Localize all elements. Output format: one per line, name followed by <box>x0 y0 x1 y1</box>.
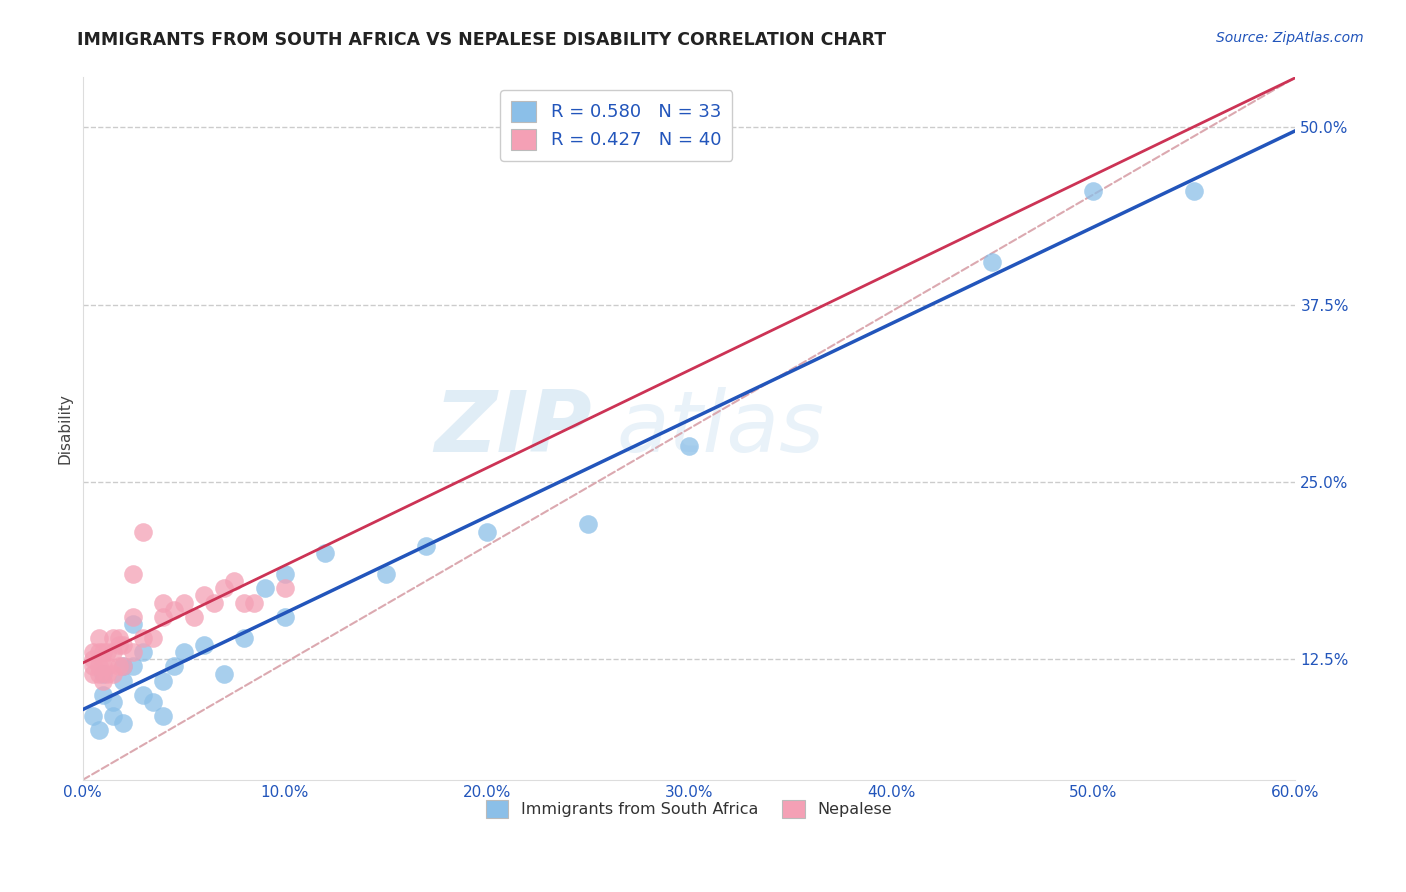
Point <box>82 666 104 681</box>
Point <box>82 652 104 666</box>
Text: atlas: atlas <box>616 387 824 470</box>
Text: Source: ZipAtlas.com: Source: ZipAtlas.com <box>1216 31 1364 45</box>
Point <box>101 631 124 645</box>
Point <box>374 567 396 582</box>
Point <box>224 574 246 589</box>
Point <box>132 631 155 645</box>
Point <box>108 638 131 652</box>
Point <box>82 645 104 659</box>
Point <box>233 596 256 610</box>
Point <box>82 659 104 673</box>
Point <box>87 645 110 659</box>
Point <box>152 673 174 688</box>
Point <box>183 609 205 624</box>
Point <box>415 539 437 553</box>
Point <box>162 602 184 616</box>
Point <box>91 673 114 688</box>
Point <box>122 645 145 659</box>
Point <box>152 596 174 610</box>
Point <box>82 709 104 723</box>
Point <box>112 659 135 673</box>
Point <box>96 666 118 681</box>
Point <box>193 638 215 652</box>
Point <box>122 616 145 631</box>
Y-axis label: Disability: Disability <box>58 393 72 464</box>
Point <box>193 589 215 603</box>
Point <box>678 439 700 453</box>
Point <box>87 631 110 645</box>
Point <box>132 688 155 702</box>
Point <box>202 596 225 610</box>
Point <box>152 609 174 624</box>
Point <box>274 609 297 624</box>
Point <box>101 666 124 681</box>
Point <box>152 709 174 723</box>
Point <box>173 645 195 659</box>
Point <box>243 596 266 610</box>
Point <box>101 695 124 709</box>
Point <box>122 567 145 582</box>
Point <box>108 659 131 673</box>
Point <box>87 666 110 681</box>
Point <box>112 716 135 731</box>
Point <box>112 659 135 673</box>
Point <box>253 582 276 596</box>
Text: IMMIGRANTS FROM SOUTH AFRICA VS NEPALESE DISABILITY CORRELATION CHART: IMMIGRANTS FROM SOUTH AFRICA VS NEPALESE… <box>77 31 886 49</box>
Point <box>233 631 256 645</box>
Point <box>142 695 165 709</box>
Point <box>576 517 599 532</box>
Point <box>1083 184 1105 198</box>
Point <box>122 609 145 624</box>
Point <box>96 645 118 659</box>
Point <box>108 631 131 645</box>
Point <box>274 567 297 582</box>
Point <box>91 659 114 673</box>
Point <box>981 255 1004 269</box>
Point <box>91 645 114 659</box>
Point <box>274 582 297 596</box>
Point <box>101 709 124 723</box>
Point <box>96 659 118 673</box>
Point <box>142 631 165 645</box>
Legend: Immigrants from South Africa, Nepalese: Immigrants from South Africa, Nepalese <box>479 793 898 825</box>
Point <box>91 666 114 681</box>
Point <box>173 596 195 610</box>
Point <box>122 659 145 673</box>
Text: ZIP: ZIP <box>434 387 592 470</box>
Point <box>87 723 110 738</box>
Point <box>475 524 498 539</box>
Point <box>212 582 235 596</box>
Point <box>162 659 184 673</box>
Point <box>91 688 114 702</box>
Point <box>112 673 135 688</box>
Point <box>112 638 135 652</box>
Point <box>1182 184 1205 198</box>
Point <box>87 659 110 673</box>
Point <box>132 645 155 659</box>
Point <box>212 666 235 681</box>
Point <box>101 645 124 659</box>
Point <box>314 546 336 560</box>
Point <box>132 524 155 539</box>
